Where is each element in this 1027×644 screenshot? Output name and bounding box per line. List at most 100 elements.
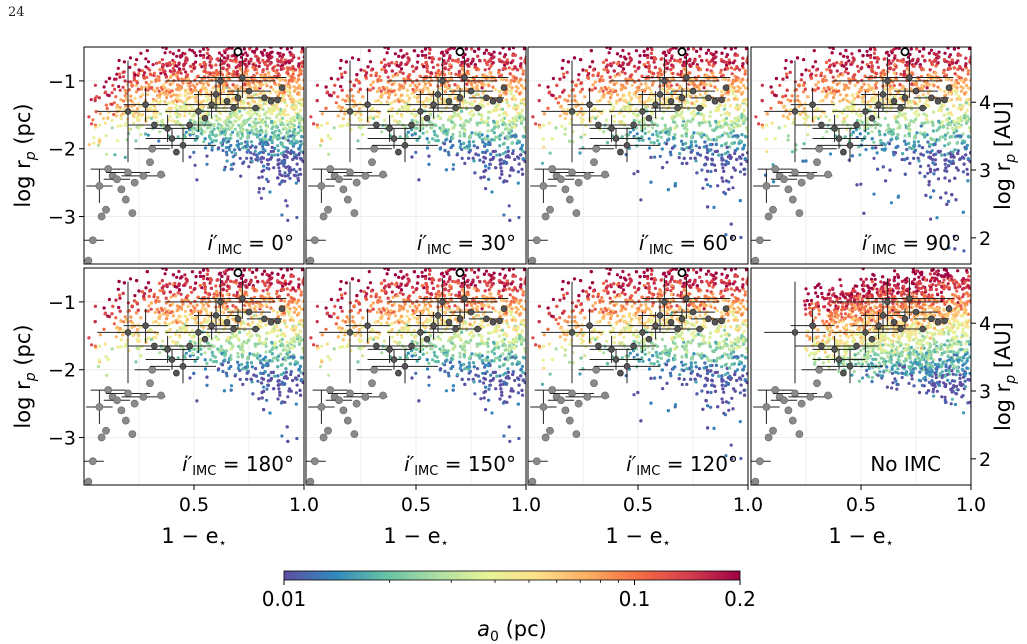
sim-point	[116, 124, 120, 128]
sim-point	[294, 68, 298, 72]
sim-point	[260, 160, 264, 164]
sim-point	[484, 31, 487, 34]
sim-point	[285, 84, 290, 88]
sim-point	[723, 152, 728, 156]
sim-point	[157, 89, 161, 93]
sim-point	[624, 86, 628, 90]
sim-point	[212, 127, 216, 131]
sim-point	[510, 120, 514, 124]
sim-point	[176, 77, 180, 81]
sim-point	[179, 85, 184, 89]
sim-point	[129, 94, 133, 98]
sim-point	[268, 91, 272, 95]
sim-point	[464, 47, 468, 51]
sim-point	[622, 114, 626, 118]
sim-point	[478, 102, 482, 106]
sim-point	[370, 106, 374, 111]
sim-point	[336, 105, 341, 109]
sim-point	[721, 166, 725, 170]
sim-point	[270, 127, 274, 131]
sim-point	[257, 176, 261, 180]
sim-point	[482, 40, 485, 43]
sim-point	[639, 198, 643, 202]
sim-point	[269, 135, 273, 139]
sim-point	[719, 113, 723, 117]
sim-point	[171, 99, 175, 103]
sim-point	[432, 129, 436, 133]
sim-point	[724, 116, 729, 120]
observed-point	[373, 121, 380, 129]
sim-point	[275, 113, 279, 117]
sim-point	[447, 68, 451, 72]
sim-point	[110, 102, 114, 106]
sim-point	[234, 40, 237, 43]
sim-point	[658, 154, 662, 158]
sim-point	[235, 112, 239, 116]
sim-point	[332, 91, 336, 95]
observed-point	[343, 195, 352, 204]
sim-point	[650, 83, 655, 87]
sim-point	[326, 134, 330, 138]
sim-point	[248, 131, 252, 135]
sim-point	[731, 186, 735, 190]
sim-point	[325, 121, 329, 125]
sim-point	[110, 91, 114, 95]
sim-point	[283, 78, 287, 82]
sim-point	[483, 73, 487, 77]
simulation-scatter	[87, 40, 304, 222]
sim-point	[252, 92, 256, 97]
sim-point	[142, 73, 146, 77]
sim-point	[128, 65, 132, 69]
sim-point	[188, 64, 193, 68]
sim-point	[258, 117, 262, 121]
observed-point	[130, 178, 139, 187]
sim-point	[250, 94, 254, 99]
sim-point	[232, 72, 236, 76]
sim-point	[124, 121, 128, 125]
sim-point	[104, 80, 108, 84]
sim-point	[520, 143, 525, 147]
sim-point	[339, 84, 343, 89]
sim-point	[507, 84, 512, 88]
sim-point	[706, 40, 709, 43]
sim-point	[289, 151, 293, 156]
sim-point	[721, 77, 725, 81]
sim-point	[406, 130, 410, 134]
sim-point	[123, 79, 127, 83]
sim-point	[336, 114, 340, 118]
sim-point	[289, 67, 293, 71]
sim-point	[351, 94, 355, 98]
sim-point	[283, 179, 287, 183]
sim-point	[206, 83, 211, 87]
sim-point	[122, 60, 126, 64]
sim-point	[90, 122, 94, 126]
observed-point	[173, 148, 180, 156]
sim-point	[278, 182, 282, 186]
sim-point	[271, 106, 275, 110]
sim-point	[193, 138, 197, 142]
sim-point	[193, 120, 197, 124]
sim-point	[267, 107, 271, 111]
sim-point	[277, 129, 281, 133]
sim-point	[153, 89, 157, 94]
sim-point	[459, 142, 463, 146]
sim-point	[659, 135, 664, 139]
sim-point	[397, 99, 401, 104]
sim-point	[572, 56, 577, 60]
sim-point	[393, 99, 397, 103]
sim-point	[251, 99, 255, 103]
sim-point	[492, 119, 496, 123]
sim-point	[493, 125, 497, 129]
sim-point	[250, 144, 254, 148]
sim-point	[685, 99, 689, 103]
sim-point	[467, 140, 471, 144]
sim-point	[448, 56, 452, 60]
sim-point	[492, 50, 496, 54]
sim-point	[404, 133, 408, 137]
sim-point	[113, 153, 117, 157]
sim-point	[516, 68, 520, 72]
sim-point	[387, 62, 391, 66]
sim-point	[466, 57, 470, 61]
sim-point	[232, 59, 236, 63]
sim-point	[284, 199, 288, 203]
